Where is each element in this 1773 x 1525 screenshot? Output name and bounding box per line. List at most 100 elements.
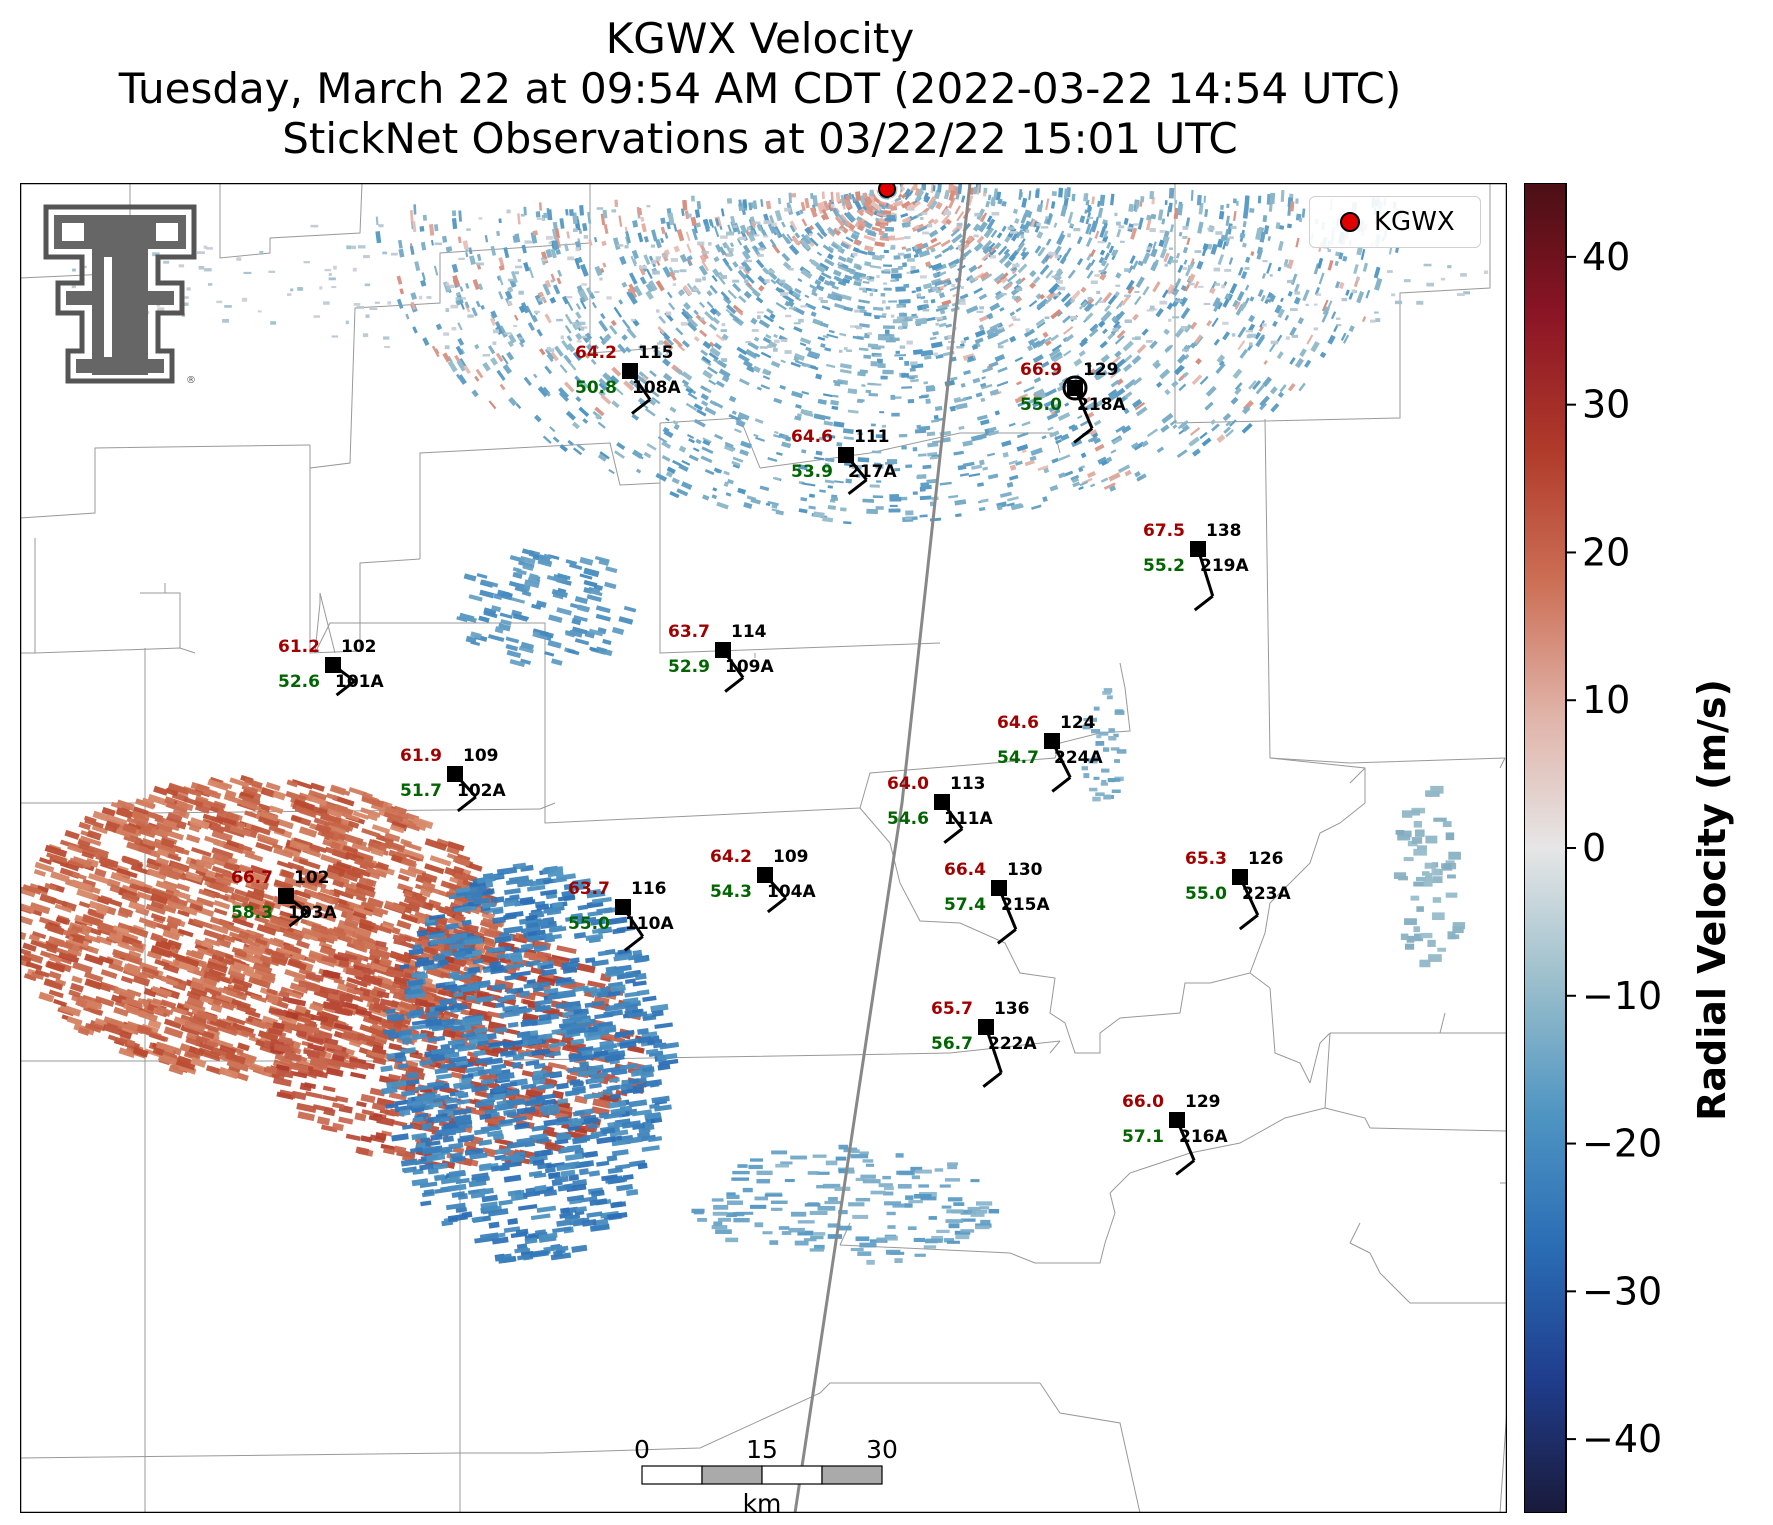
station-dewpoint: 54.6 (887, 809, 929, 829)
map-legend: KGWX (1309, 196, 1481, 248)
station-dewpoint: 55.0 (1020, 395, 1062, 415)
station-wind-dir: 126 (1248, 849, 1284, 869)
station-101A[interactable]: 61.2 52.6 102 101A (278, 637, 384, 697)
station-temp: 67.5 (1143, 521, 1185, 541)
station-wind-dir: 138 (1206, 521, 1242, 541)
station-wind-dir: 136 (994, 999, 1030, 1019)
station-id: 215A (1001, 895, 1050, 915)
station-temp: 66.7 (231, 868, 273, 888)
scale-label-15: 15 (746, 1435, 778, 1464)
scale-label-0: 0 (634, 1435, 650, 1464)
station-108A[interactable]: 64.2 50.8 115 108A (575, 343, 681, 415)
station-dewpoint: 52.6 (278, 672, 320, 692)
station-id: 109A (725, 657, 774, 677)
calm-circle-icon (1062, 375, 1088, 401)
station-wind-dir: 114 (731, 622, 767, 642)
station-marker-icon (757, 867, 773, 883)
station-223A[interactable]: 65.3 55.0 126 223A (1185, 849, 1291, 931)
station-wind-dir: 109 (463, 746, 499, 766)
station-id: 224A (1054, 748, 1103, 768)
radar-site-highlight (873, 183, 901, 203)
station-wind-dir: 129 (1185, 1092, 1221, 1112)
station-temp: 64.2 (575, 343, 617, 363)
station-109A[interactable]: 63.7 52.9 114 109A (668, 622, 774, 693)
station-temp: 66.9 (1020, 360, 1062, 380)
station-temp: 64.0 (887, 774, 929, 794)
figure-title: KGWX Velocity Tuesday, March 22 at 09:54… (0, 14, 1520, 164)
station-temp: 65.7 (931, 999, 973, 1019)
station-102A[interactable]: 61.9 51.7 109 102A (400, 746, 506, 813)
station-id: 111A (944, 809, 993, 829)
colorbar-tick-6: −20 (1582, 1122, 1662, 1166)
station-temp: 63.7 (668, 622, 710, 642)
colorbar-tick-2: 20 (1582, 530, 1630, 574)
station-marker-icon (991, 880, 1007, 896)
station-marker-icon (715, 642, 731, 658)
station-219A[interactable]: 67.5 55.2 138 219A (1143, 521, 1249, 612)
station-id: 219A (1200, 556, 1249, 576)
radar-legend-icon (1340, 212, 1360, 232)
station-marker-icon (978, 1019, 994, 1035)
station-marker-icon (1044, 733, 1060, 749)
station-104A[interactable]: 64.2 54.3 109 104A (710, 847, 816, 914)
station-marker-icon (622, 363, 638, 379)
sticknet-stations: 64.2 50.8 115 108A 66.9 55.0 129 218A 64.6 53.9 11… (231, 343, 1291, 1176)
station-temp: 66.0 (1122, 1092, 1164, 1112)
station-215A[interactable]: 66.4 57.4 130 215A (944, 860, 1050, 945)
station-id: 110A (625, 914, 674, 934)
station-218A[interactable]: 66.9 55.0 129 218A (1020, 360, 1126, 444)
station-temp: 63.7 (568, 879, 610, 899)
station-dewpoint: 55.0 (1185, 884, 1227, 904)
colorbar-tick-1: 30 (1582, 383, 1630, 427)
scale-unit: km (743, 1489, 782, 1513)
logo-registered-mark: ® (186, 375, 196, 386)
legend-label: KGWX (1374, 207, 1455, 237)
station-dewpoint: 55.2 (1143, 556, 1185, 576)
station-temp: 61.2 (278, 637, 320, 657)
station-id: 222A (988, 1034, 1037, 1054)
station-temp: 65.3 (1185, 849, 1227, 869)
station-dewpoint: 56.7 (931, 1034, 973, 1054)
station-dewpoint: 58.3 (231, 903, 273, 923)
station-dewpoint: 57.4 (944, 895, 986, 915)
station-dewpoint: 54.3 (710, 882, 752, 902)
title-line-3: StickNet Observations at 03/22/22 15:01 … (282, 114, 1238, 163)
station-wind-dir: 111 (854, 427, 890, 447)
county-borders (20, 183, 1507, 1513)
station-id: 218A (1077, 395, 1126, 415)
station-id: 217A (848, 462, 897, 482)
station-wind-dir: 113 (950, 774, 986, 794)
station-224A[interactable]: 64.6 54.7 124 224A (997, 713, 1103, 793)
station-temp: 64.6 (791, 427, 833, 447)
station-dewpoint: 57.1 (1122, 1127, 1164, 1147)
station-marker-icon (1190, 541, 1206, 557)
station-marker-icon (1067, 380, 1083, 396)
station-wind-dir: 116 (631, 879, 667, 899)
title-line-1: KGWX Velocity (605, 14, 915, 63)
station-217A[interactable]: 64.6 53.9 111 217A (791, 427, 897, 495)
scale-bar: 0 15 30 km (634, 1435, 898, 1513)
station-id: 216A (1179, 1127, 1228, 1147)
colorbar-tick-0: 40 (1582, 235, 1630, 279)
radar-map: 64.2 50.8 115 108A 66.9 55.0 129 218A 64.6 53.9 11… (20, 183, 1507, 1513)
station-id: 223A (1242, 884, 1291, 904)
colorbar: 40 30 20 10 0 −10 −20 −30 −40 (1524, 183, 1662, 1513)
colorbar-tick-5: −10 (1582, 974, 1662, 1018)
station-marker-icon (1232, 869, 1248, 885)
station-110A[interactable]: 63.7 55.0 116 110A (568, 879, 674, 952)
station-dewpoint: 51.7 (400, 781, 442, 801)
station-dewpoint: 54.7 (997, 748, 1039, 768)
station-wind-dir: 129 (1083, 360, 1119, 380)
station-216A[interactable]: 66.0 57.1 129 216A (1122, 1092, 1228, 1176)
title-line-2: Tuesday, March 22 at 09:54 AM CDT (2022-… (118, 64, 1402, 113)
station-222A[interactable]: 65.7 56.7 136 222A (931, 999, 1037, 1088)
station-id: 103A (288, 903, 337, 923)
station-dewpoint: 50.8 (575, 378, 617, 398)
station-id: 101A (335, 672, 384, 692)
station-temp: 61.9 (400, 746, 442, 766)
colorbar-tick-8: −40 (1582, 1417, 1662, 1461)
station-marker-icon (615, 899, 631, 915)
station-marker-icon (325, 657, 341, 673)
station-103A[interactable]: 66.7 58.3 102 103A (231, 868, 337, 928)
station-111A[interactable]: 64.0 54.6 113 111A (887, 774, 993, 844)
